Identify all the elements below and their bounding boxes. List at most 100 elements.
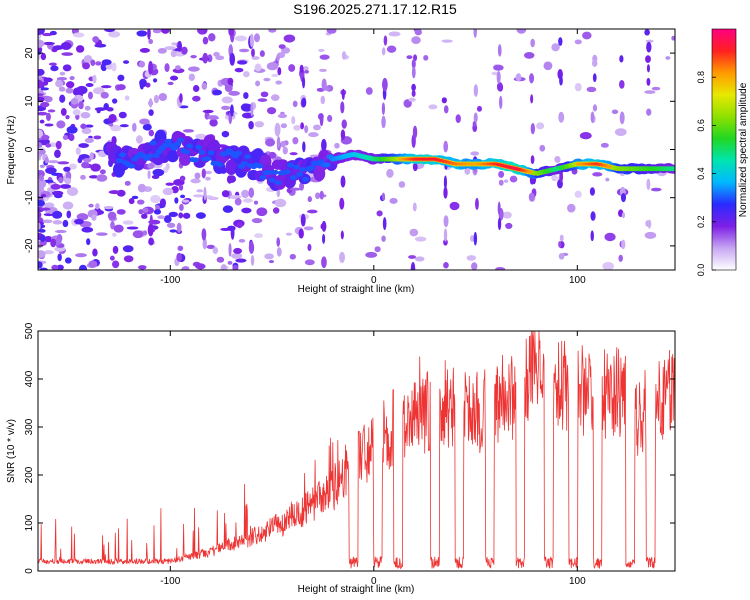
noise-cell <box>158 92 168 102</box>
noise-cell <box>253 33 260 43</box>
streak-cell <box>340 101 345 114</box>
noise-cell <box>56 120 66 129</box>
colorbar-tick-label: 0.8 <box>696 71 706 84</box>
spectrogram-y-axis: -20 -10 0 10 20 <box>24 47 675 253</box>
noise-cell <box>160 29 170 34</box>
noise-cell <box>516 29 527 34</box>
noise-cell <box>64 177 72 185</box>
noise-cell <box>54 193 63 199</box>
noise-cell <box>270 94 280 102</box>
streak-cell <box>590 111 595 124</box>
streak-cell <box>276 237 281 247</box>
spectrogram-x-label: Height of straight line (km) <box>298 284 415 295</box>
streak-cell <box>274 122 281 137</box>
noise-cell <box>251 217 263 224</box>
streak-cell <box>619 111 625 125</box>
streak-cell <box>319 190 324 200</box>
streak-cell <box>412 125 418 139</box>
streak-cell <box>248 120 254 130</box>
noise-cell <box>208 33 216 42</box>
streak-cell <box>646 108 652 116</box>
noise-cell <box>82 62 91 70</box>
noise-cell <box>101 59 112 66</box>
noise-cell <box>42 219 53 224</box>
streak-cell <box>341 88 345 101</box>
streak-cell <box>201 168 206 179</box>
ridge-inner <box>118 152 126 158</box>
streak-cell <box>147 223 154 237</box>
noise-cell <box>386 168 394 178</box>
streak-cell <box>250 102 254 117</box>
ridge-inner <box>308 165 316 171</box>
noise-cell <box>181 266 190 270</box>
x-tick-label: -100 <box>160 576 180 587</box>
noise-cell <box>48 62 57 66</box>
noise-cell <box>111 62 117 72</box>
noise-cell <box>303 226 314 231</box>
noise-cell <box>227 260 233 265</box>
streak-cell <box>496 70 501 84</box>
streak-cell <box>340 230 344 240</box>
streak-cell <box>229 52 236 66</box>
ridge-inner <box>128 163 136 169</box>
noise-cell <box>59 94 66 103</box>
noise-cell <box>59 71 66 76</box>
noise-cell <box>143 230 148 236</box>
noise-cell <box>166 222 176 228</box>
ridge-inner <box>323 162 331 168</box>
streak-cell <box>277 67 282 76</box>
snr-y-label: SNR (10 * v/v) <box>6 419 17 483</box>
ridge-inner <box>170 145 178 151</box>
streak-cell <box>299 64 304 74</box>
noise-cell <box>38 79 44 89</box>
noise-cell <box>202 36 209 45</box>
noise-cell <box>67 187 79 196</box>
noise-cell <box>327 114 333 123</box>
streak-cell <box>529 73 535 84</box>
noise-cell <box>38 111 48 116</box>
noise-cell <box>56 264 64 270</box>
noise-cell <box>574 190 582 198</box>
noise-cell <box>271 73 279 78</box>
noise-cell <box>265 138 276 147</box>
noise-cell <box>464 167 471 175</box>
noise-cell <box>579 132 592 140</box>
noise-cell <box>182 129 195 133</box>
noise-cell <box>113 224 124 233</box>
noise-cell <box>307 209 318 214</box>
noise-cell <box>206 244 215 250</box>
noise-cell <box>202 109 214 114</box>
noise-cell <box>234 198 242 206</box>
streak-cell <box>276 247 282 257</box>
streak-cell <box>299 182 305 191</box>
noise-cell <box>62 219 69 228</box>
chart-title: S196.2025.271.17.12.R15 <box>293 1 457 17</box>
colorbar: 0.0 0.2 0.4 0.6 0.8 Normalized spectral ampl… <box>696 28 749 277</box>
streak-cell <box>382 77 388 92</box>
noise-cell <box>241 103 253 112</box>
noise-cell <box>95 232 108 236</box>
streak-cell <box>498 170 505 178</box>
noise-cell <box>132 230 144 239</box>
streak-cell <box>589 187 595 196</box>
noise-cell <box>253 200 259 205</box>
noise-cell <box>536 122 545 130</box>
streak-cell <box>558 241 562 248</box>
streak-cell <box>321 78 327 91</box>
noise-cell <box>224 84 233 93</box>
noise-cell <box>126 226 139 230</box>
noise-cell <box>280 123 288 129</box>
noise-cell <box>469 235 475 242</box>
noise-cell <box>136 30 148 37</box>
noise-cell <box>289 187 302 191</box>
noise-cell <box>238 48 250 53</box>
noise-cell <box>55 79 64 88</box>
colorbar-tick-label: 0.0 <box>696 264 706 277</box>
noise-cell <box>235 258 247 263</box>
noise-cell <box>495 266 505 270</box>
streak-cell <box>441 97 447 104</box>
noise-cell <box>408 97 416 102</box>
noise-cell <box>52 220 63 225</box>
noise-cell <box>170 50 177 58</box>
streak-cell <box>249 33 254 48</box>
